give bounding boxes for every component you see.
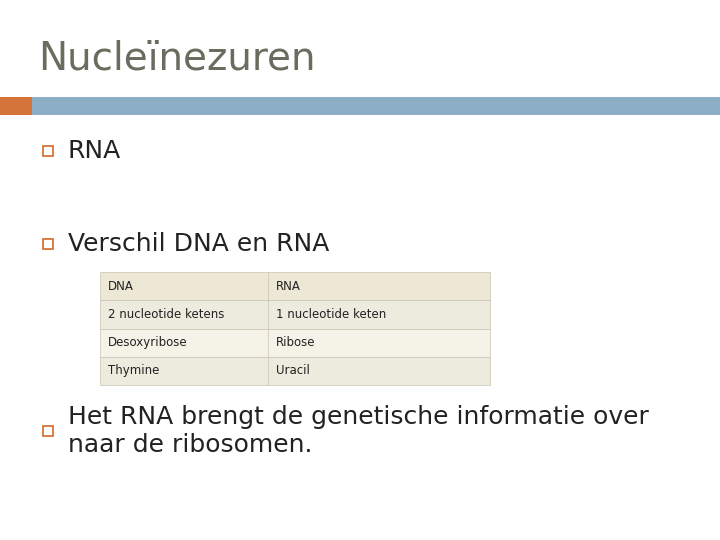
Text: Thymine: Thymine <box>108 364 159 377</box>
Bar <box>43 239 53 249</box>
Bar <box>43 146 53 156</box>
Text: Ribose: Ribose <box>276 336 315 349</box>
Bar <box>32 97 720 115</box>
Bar <box>100 300 490 328</box>
Text: Uracil: Uracil <box>276 364 310 377</box>
Text: Nucleïnezuren: Nucleïnezuren <box>38 40 315 78</box>
Text: RNA: RNA <box>276 280 300 293</box>
Text: 1 nucleotide keten: 1 nucleotide keten <box>276 308 386 321</box>
Bar <box>43 426 53 436</box>
Text: DNA: DNA <box>108 280 134 293</box>
Bar <box>100 328 490 357</box>
Bar <box>100 272 490 300</box>
Text: Verschil DNA en RNA: Verschil DNA en RNA <box>68 232 329 256</box>
Text: 2 nucleotide ketens: 2 nucleotide ketens <box>108 308 225 321</box>
Text: Het RNA brengt de genetische informatie over
naar de ribosomen.: Het RNA brengt de genetische informatie … <box>68 404 649 457</box>
Text: Desoxyribose: Desoxyribose <box>108 336 188 349</box>
Bar <box>100 357 490 385</box>
Text: RNA: RNA <box>68 139 121 163</box>
Bar <box>0 97 32 115</box>
